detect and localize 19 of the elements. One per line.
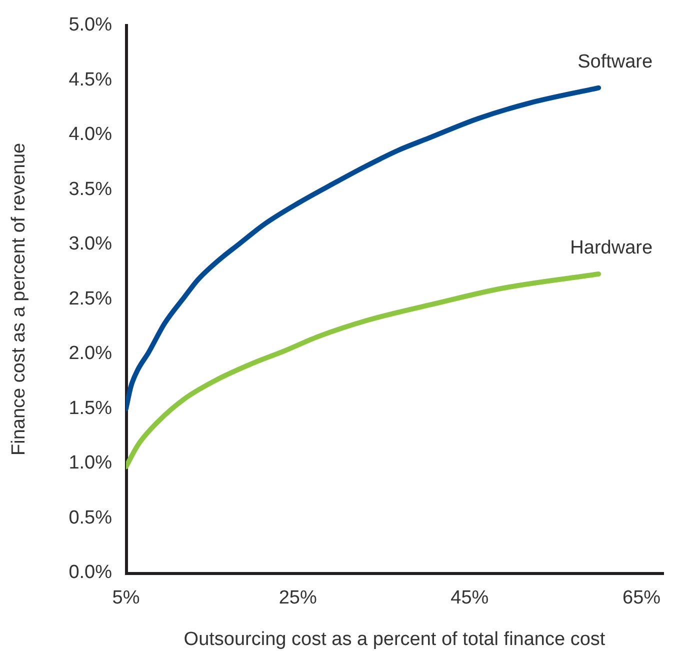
x-tick-label: 5% — [112, 588, 140, 609]
y-tick-label: 5.0% — [68, 14, 112, 36]
y-tick-label: 4.0% — [68, 124, 112, 146]
x-tick-label: 45% — [450, 588, 489, 609]
y-tick-label: 1.0% — [68, 452, 112, 474]
y-tick-label: 2.0% — [68, 343, 112, 364]
y-tick-label: 3.5% — [68, 178, 112, 200]
y-tick-label: 0.0% — [68, 562, 112, 584]
x-tick-label: 25% — [278, 588, 317, 609]
x-tick-label: 65% — [622, 588, 661, 609]
x-axis-title: Outsourcing cost as a percent of total finance cost — [184, 628, 606, 650]
series-label: Software — [578, 52, 653, 73]
y-tick-label: 3.0% — [68, 234, 112, 255]
y-tick-label: 0.5% — [68, 507, 112, 528]
y-axis-title: Finance cost as a percent of revenue — [8, 142, 30, 456]
y-tick-label: 4.5% — [68, 69, 112, 90]
y-tick-label: 1.5% — [68, 398, 112, 419]
y-tick-label: 2.5% — [68, 288, 112, 310]
series-label: Hardware — [570, 238, 653, 259]
